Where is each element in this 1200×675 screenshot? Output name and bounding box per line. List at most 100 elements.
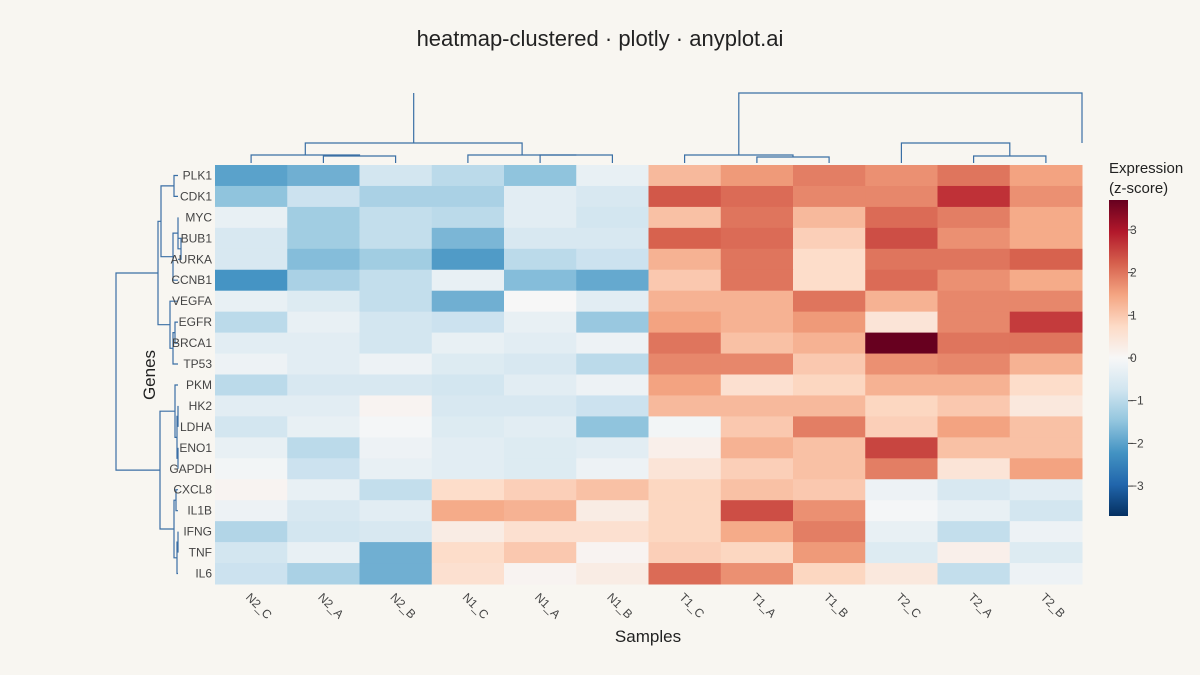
cell-ldha-t2-a bbox=[937, 416, 1011, 438]
row-tick-labels: PLK1 CDK1 MYC BUB1 AURKA CCNB1 VEGFA EGFR BRCA1 T… bbox=[169, 168, 212, 580]
col-link-n2a-n2b bbox=[322, 155, 397, 163]
cell-aurka-t1-c bbox=[648, 248, 722, 271]
chart-title: heatmap-clustered · plotly · anyplot.ai bbox=[417, 26, 784, 51]
cell-ccnb1-t2-b bbox=[1009, 269, 1083, 292]
cell-tnf-n2-c bbox=[215, 542, 288, 564]
cell-egfr-n1-b bbox=[576, 311, 649, 334]
cell-gapdh-n2-c bbox=[215, 458, 288, 480]
cell-il1b-n2-c bbox=[215, 500, 288, 522]
cell-vegfa-t2-c bbox=[865, 290, 938, 313]
cell-myc-t2-c bbox=[865, 206, 938, 229]
cell-hk2-n1-b bbox=[576, 395, 649, 417]
colorbar-tick-label: −3 bbox=[1130, 479, 1144, 493]
cell-il1b-n2-a bbox=[287, 500, 360, 522]
cell-ldha-n2-a bbox=[287, 416, 360, 438]
cell-bub1-n2-b bbox=[359, 227, 433, 250]
cell-ccnb1-t1-b bbox=[793, 269, 866, 292]
cell-tnf-t1-c bbox=[648, 542, 722, 564]
col-link-n1 bbox=[467, 154, 577, 163]
cell-plk1-t1-b bbox=[793, 165, 866, 187]
cell-cxcl8-n1-c bbox=[431, 479, 505, 501]
cell-il1b-n2-b bbox=[359, 500, 433, 522]
cell-bub1-t1-b bbox=[793, 227, 866, 250]
cell-eno1-t2-b bbox=[1009, 437, 1083, 459]
cell-myc-n2-a bbox=[287, 206, 360, 229]
cell-il1b-n1-c bbox=[431, 500, 505, 522]
cell-bub1-t1-a bbox=[720, 227, 794, 250]
cell-pkm-t1-b bbox=[793, 374, 866, 396]
cell-egfr-n1-a bbox=[504, 311, 577, 334]
cell-cdk1-n1-c bbox=[431, 185, 505, 208]
cell-brca1-t1-a bbox=[720, 332, 794, 355]
cell-il6-n1-a bbox=[504, 563, 577, 585]
cell-vegfa-t1-a bbox=[720, 290, 794, 313]
row-label-cdk1: CDK1 bbox=[180, 189, 212, 203]
column-dendrogram bbox=[250, 92, 1083, 163]
cell-vegfa-n2-c bbox=[215, 290, 288, 313]
cell-brca1-n1-b bbox=[576, 332, 649, 355]
cell-bub1-n1-b bbox=[576, 227, 649, 250]
row-label-cxcl8: CXCL8 bbox=[173, 483, 212, 497]
col-link-n1a-n1b bbox=[539, 154, 613, 163]
cell-cxcl8-t1-c bbox=[648, 479, 722, 501]
col-label-n2-c: N2_C bbox=[243, 590, 275, 622]
row-link-myc bbox=[177, 217, 181, 250]
cell-aurka-n1-a bbox=[504, 248, 577, 271]
colorbar-tick-label: 0 bbox=[1130, 351, 1137, 365]
cell-hk2-n1-c bbox=[431, 395, 505, 417]
row-label-plk1: PLK1 bbox=[183, 168, 213, 182]
col-label-n1-b: N1_B bbox=[604, 590, 635, 621]
cell-eno1-t1-c bbox=[648, 437, 722, 459]
cell-ccnb1-n2-c bbox=[215, 269, 288, 292]
row-label-il6: IL6 bbox=[195, 567, 212, 581]
cell-plk1-t1-a bbox=[720, 165, 794, 187]
cell-tp53-t2-b bbox=[1009, 353, 1083, 375]
cell-tp53-n1-a bbox=[504, 353, 577, 375]
row-label-tp53: TP53 bbox=[183, 357, 212, 371]
cell-ifng-n2-c bbox=[215, 521, 288, 543]
cell-hk2-n2-a bbox=[287, 395, 360, 417]
cell-plk1-n1-c bbox=[431, 165, 505, 187]
y-axis-title: Genes bbox=[140, 350, 159, 400]
cell-egfr-n1-c bbox=[431, 311, 505, 334]
cell-tnf-t2-a bbox=[937, 542, 1011, 564]
cell-ccnb1-n2-b bbox=[359, 269, 433, 292]
cell-cxcl8-t2-c bbox=[865, 479, 938, 501]
cell-bub1-n1-a bbox=[504, 227, 577, 250]
row-dendrogram bbox=[115, 174, 182, 575]
cell-pkm-n1-b bbox=[576, 374, 649, 396]
cell-hk2-t2-b bbox=[1009, 395, 1083, 417]
row-link-upper bbox=[157, 220, 170, 326]
cell-brca1-t2-b bbox=[1009, 332, 1083, 355]
colorbar-title-line1: Expression bbox=[1109, 160, 1183, 177]
cell-plk1-n2-b bbox=[359, 165, 433, 187]
cell-ifng-n2-b bbox=[359, 521, 433, 543]
cell-cdk1-n2-a bbox=[287, 185, 360, 208]
row-label-aurka: AURKA bbox=[171, 252, 212, 266]
cell-brca1-n1-a bbox=[504, 332, 577, 355]
cell-tp53-t1-b bbox=[793, 353, 866, 375]
cell-il1b-t2-a bbox=[937, 500, 1011, 522]
cell-egfr-t2-b bbox=[1009, 311, 1083, 334]
col-label-n1-a: N1_A bbox=[532, 590, 563, 621]
cell-plk1-t2-b bbox=[1009, 165, 1083, 187]
row-label-pkm: PKM bbox=[186, 378, 212, 392]
cell-myc-n2-c bbox=[215, 206, 288, 229]
cell-il6-t1-a bbox=[720, 563, 794, 585]
cell-brca1-t2-c bbox=[865, 332, 938, 355]
cell-ccnb1-n1-c bbox=[431, 269, 505, 292]
cell-il6-t1-b bbox=[793, 563, 866, 585]
cell-vegfa-n1-b bbox=[576, 290, 649, 313]
cell-ifng-n1-c bbox=[431, 521, 505, 543]
row-label-ifng: IFNG bbox=[183, 525, 212, 539]
cell-plk1-n2-c bbox=[215, 165, 288, 187]
cell-cxcl8-n1-a bbox=[504, 479, 577, 501]
cell-aurka-t2-c bbox=[865, 248, 938, 271]
cell-tnf-t1-a bbox=[720, 542, 794, 564]
cell-bub1-t2-b bbox=[1009, 227, 1083, 250]
cell-tp53-n2-b bbox=[359, 353, 433, 375]
row-label-tnf: TNF bbox=[189, 546, 212, 560]
cell-ldha-n2-c bbox=[215, 416, 288, 438]
cell-gapdh-t1-a bbox=[720, 458, 794, 480]
